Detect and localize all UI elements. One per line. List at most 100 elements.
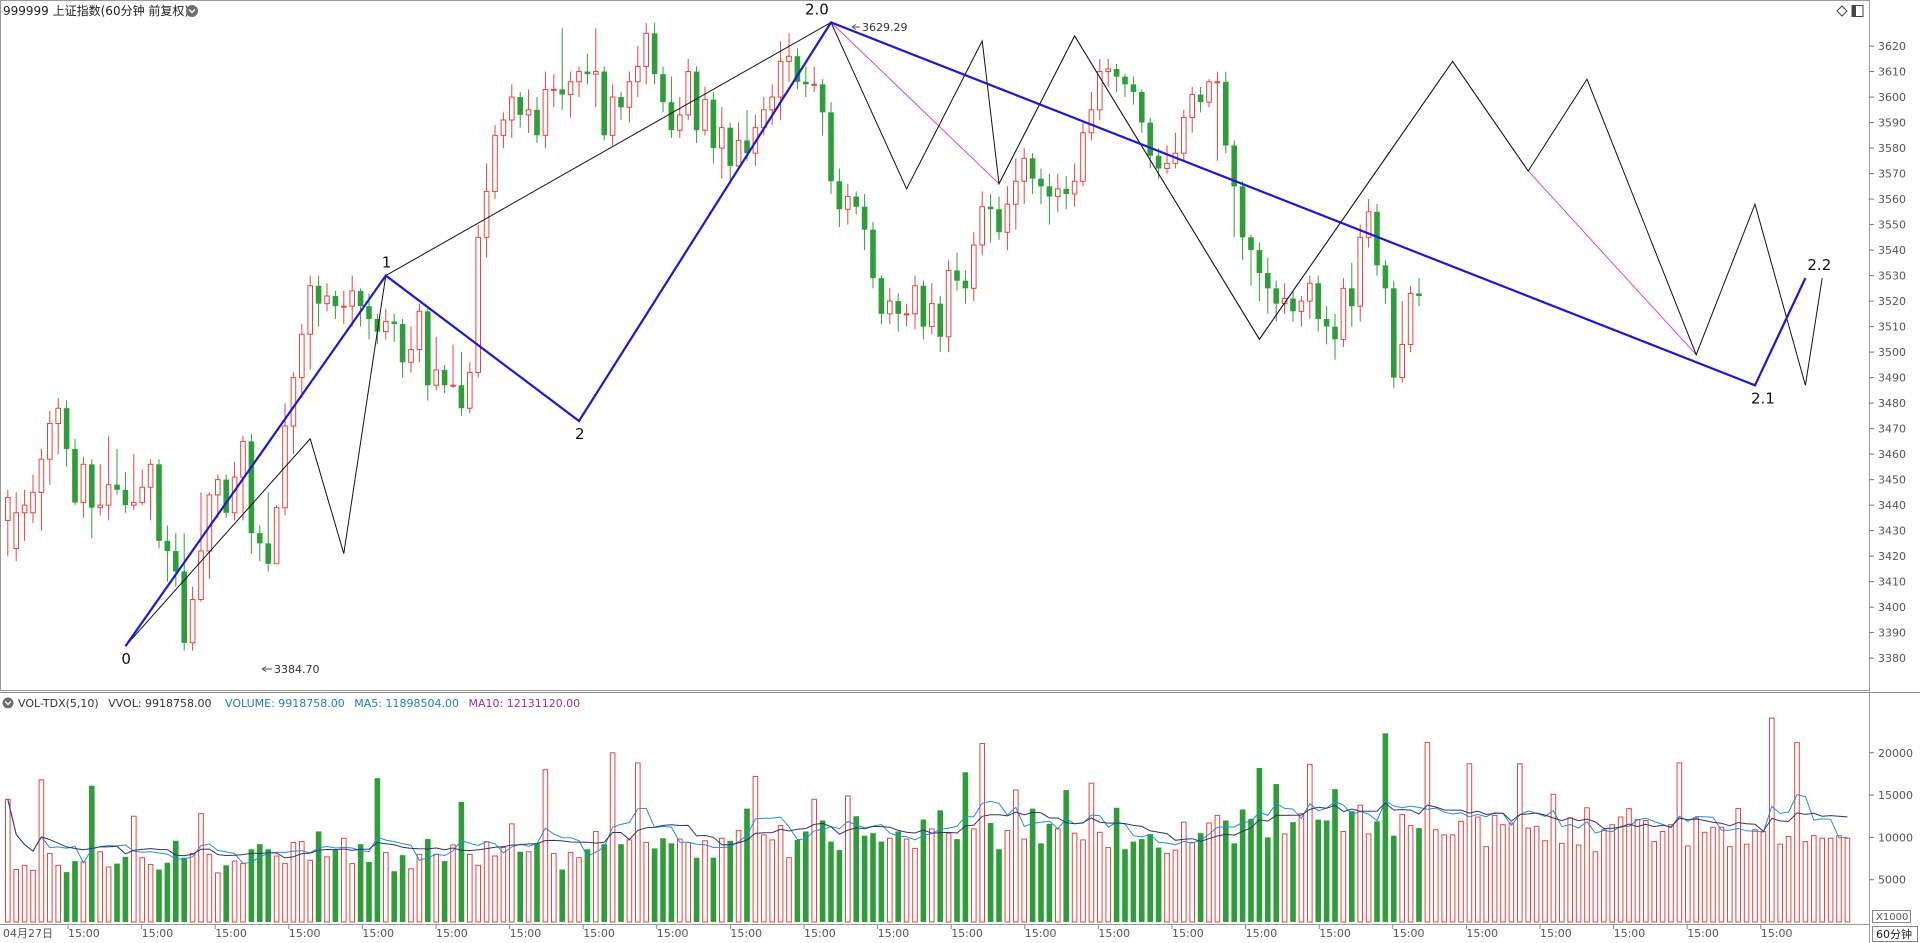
volume-bar-up [912,847,918,923]
candle-down [1273,288,1279,304]
volume-bar-down [1130,841,1137,922]
volume-bar-down [315,831,322,922]
time-tick-label: 15:00 [510,927,542,940]
candle-down [693,71,700,131]
volume-bar-up [1802,841,1809,923]
candle-up [307,285,313,335]
volume-bar-down [181,857,187,922]
volume-bar-up [1491,814,1498,923]
volume-bar-up [1500,824,1506,923]
candle-up [542,88,549,136]
volume-bar-down [1029,808,1036,922]
candle-down [1256,250,1263,274]
volume-bar-down [332,850,339,922]
volume-bar-up [1357,804,1364,923]
volume-chevron-icon[interactable] [2,697,14,709]
time-tick-label: 15:00 [1466,927,1498,940]
ma5-value: MA5: 11898504.00 [354,697,459,710]
volume-bar-up [971,828,977,923]
diamond-icon[interactable] [1836,5,1848,17]
time-tick-label: 15:00 [730,927,762,940]
volume-bar-down [248,849,255,922]
wave-line-black [125,21,1823,647]
volume-bar-up [80,861,87,923]
volume-bar-up [761,834,767,923]
wave-label: 2 [575,425,585,443]
low-annotation: 3384.70 [261,663,320,676]
volume-bar-down [987,823,994,922]
candle-down [559,89,565,95]
volume-bar-up [1584,807,1590,923]
price-tick-label: 3530 [1878,270,1906,283]
volume-bar-down [853,816,859,922]
time-tick-label: 15:00 [1172,927,1204,940]
volume-bar-up [1727,846,1733,923]
candle-down [1113,69,1120,77]
volume-bar-up [1693,817,1700,923]
candle-up [341,305,347,308]
volume-bar-down [72,861,78,922]
wave-label: 2.2 [1807,256,1831,274]
candle-up [408,349,414,363]
wave-label: 2.0 [805,0,829,18]
volume-bar-down [114,863,120,922]
candle-up [1071,180,1078,195]
candle-up [567,81,574,96]
volume-bar-up [1214,814,1221,923]
vvol-value: VVOL: 9918758.00 [108,697,211,710]
candle-up [299,333,305,379]
candle-down [878,278,885,314]
candle-down [181,571,187,643]
candle-down [601,71,607,136]
volume-bar-up [240,863,246,923]
volume-bar-up [1080,839,1086,923]
volume-bar-up [1567,817,1574,923]
candle-up [1399,343,1406,379]
volume-bar-down [441,861,448,922]
candle-down [861,206,868,230]
price-tick-label: 3480 [1878,397,1906,410]
volume-bar-up [542,769,549,923]
candle-up [929,303,935,328]
period-button[interactable]: 60分钟 [1872,926,1918,942]
candle-up [467,372,473,409]
candle-down [996,209,1002,233]
candle-down [1290,298,1296,312]
volume-bar-up [38,779,45,923]
time-tick-label: 15:00 [289,927,321,940]
volume-ma5-line [7,794,1848,864]
candle-up [719,127,725,149]
volume-bar-down [1113,807,1120,922]
candle-up [1164,162,1170,169]
candle-up [21,504,28,514]
volume-bar-up [189,852,196,923]
volume-bar-down [668,843,675,922]
volume-bars [5,717,1851,923]
candle-down [366,306,372,319]
panel-toggle-icon[interactable] [1851,5,1864,17]
candle-up [147,463,154,488]
volume-bar-up [1811,835,1817,923]
chevron-down-icon[interactable] [186,5,198,17]
volume-bar-up [433,853,439,923]
volume-bar-up [1189,841,1196,923]
volume-tick-label: 15000 [1878,789,1913,802]
volume-bar-up [206,853,213,923]
candle-down [122,489,129,506]
volume-bar-down [122,856,129,922]
candle-down [937,303,943,337]
candle-down [1122,76,1128,85]
volume-bar-up [1517,763,1523,923]
candle-down [794,56,801,82]
candle-down [651,33,658,75]
volume-bar-down [63,872,70,922]
time-tick-label: 15:00 [583,927,615,940]
volume-bar-up [1466,763,1473,923]
volume-bar-up [1365,833,1372,923]
volume-bar-up [735,830,742,923]
volume-bar-up [273,855,280,923]
volume-bar-up [1399,814,1406,923]
volume-bar-down [727,840,733,922]
time-tick-label: 15:00 [1393,927,1425,940]
